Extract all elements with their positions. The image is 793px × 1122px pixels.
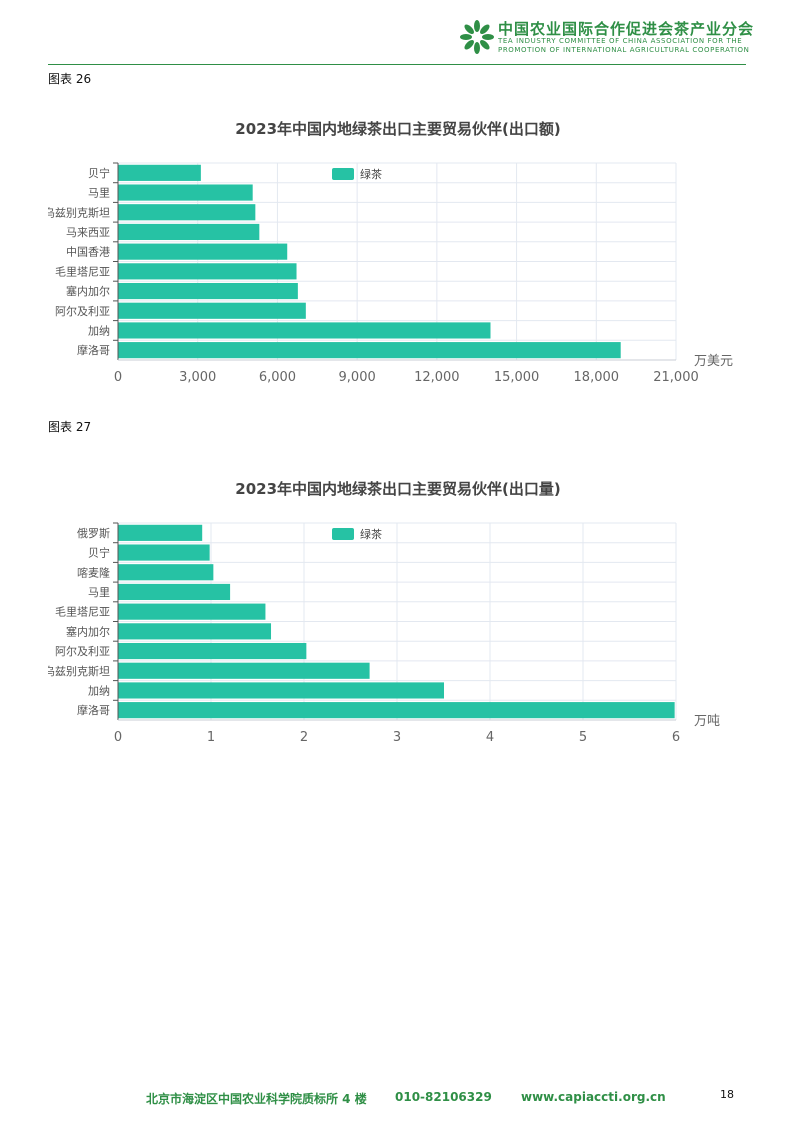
chart0-bar xyxy=(118,342,621,359)
chart0-category-label: 中国香港 xyxy=(66,246,110,259)
chart1-category-label: 喀麦隆 xyxy=(77,565,110,579)
chart0-x-axis-unit: 万美元 xyxy=(694,354,733,369)
chart0-category-label: 毛里塔尼亚 xyxy=(55,265,110,278)
chart0-tick-label: 15,000 xyxy=(494,370,540,385)
org-name-en-line1: TEA INDUSTRY COMMITTEE OF CHINA ASSOCIAT… xyxy=(498,37,743,45)
chart0-bar xyxy=(118,302,306,319)
chart1-bar xyxy=(118,623,272,640)
chart1-tick-label: 1 xyxy=(207,730,215,745)
org-name-en-line2: PROMOTION OF INTERNATIONAL AGRICULTURAL … xyxy=(498,46,750,54)
chart0-tick-label: 0 xyxy=(114,370,122,385)
chart0-category-label: 阿尔及利亚 xyxy=(55,305,110,318)
chart0-tick-label: 18,000 xyxy=(574,370,620,385)
chart1-category-label: 马里 xyxy=(88,586,110,599)
chart0-category-label: 贝宁 xyxy=(88,166,110,180)
chart1-tick-label: 3 xyxy=(393,730,401,745)
chart1-legend-label: 绿茶 xyxy=(360,527,382,541)
chart1-title: 2023年中国内地绿茶出口主要贸易伙伴(出口量) xyxy=(235,480,560,498)
chart1-bar xyxy=(118,603,266,620)
chart0-bar xyxy=(118,164,201,181)
footer-address: 北京市海淀区中国农业科学院质标所 4 楼 xyxy=(146,1092,367,1106)
footer-phone: 010-82106329 xyxy=(395,1090,492,1104)
chart0-legend-swatch xyxy=(332,168,354,180)
chart1-bar xyxy=(118,524,203,541)
chart0-tick-label: 9,000 xyxy=(339,370,376,385)
export-volume-chart-svg: 2023年中国内地绿茶出口主要贸易伙伴(出口量) 0 1 2 3 4 5 6 摩洛哥 加纳 乌兹别克… xyxy=(48,480,720,745)
chart0-legend-label: 绿茶 xyxy=(360,167,382,181)
chart0-bar xyxy=(118,223,260,241)
chart0-category-label: 乌兹别克斯坦 xyxy=(48,205,110,219)
chart1-legend-swatch xyxy=(332,528,354,540)
chart1-tick-label: 6 xyxy=(672,730,680,745)
chart1-bar xyxy=(118,564,214,581)
chart1-category-label: 塞内加尔 xyxy=(66,624,110,638)
chart0-category-label: 加纳 xyxy=(88,324,110,337)
chart1-tick-label: 4 xyxy=(486,730,494,745)
chart0-tick-label: 12,000 xyxy=(414,370,460,385)
export-value-chart: 2023年中国内地绿茶出口主要贸易伙伴(出口额) 0 3,000 6,000 9,000… xyxy=(48,110,748,400)
chart1-bar xyxy=(118,583,231,601)
chart1-bar xyxy=(118,642,307,660)
chart0-bar xyxy=(118,204,256,221)
chart0-category-label: 塞内加尔 xyxy=(66,284,110,298)
chart1-category-label: 贝宁 xyxy=(88,546,110,560)
page-number: 18 xyxy=(720,1088,734,1101)
chart0-category-label: 摩洛哥 xyxy=(77,343,110,357)
chart1-tick-label: 0 xyxy=(114,730,122,745)
chart1-bar xyxy=(118,702,675,719)
chart1-bar xyxy=(118,682,444,699)
chart0-category-label: 马来西亚 xyxy=(66,226,110,239)
chart0-tick-label: 6,000 xyxy=(259,370,296,385)
figure-caption-27: 图表 27 xyxy=(48,420,92,434)
export-value-chart-svg: 2023年中国内地绿茶出口主要贸易伙伴(出口额) 0 3,000 6,000 9,000… xyxy=(48,120,733,385)
chart1-tick-label: 5 xyxy=(579,730,587,745)
chart0-tick-label: 21,000 xyxy=(653,370,699,385)
chart1-bar xyxy=(118,662,370,679)
chart1-category-label: 加纳 xyxy=(88,684,110,697)
chart0-title: 2023年中国内地绿茶出口主要贸易伙伴(出口额) xyxy=(235,120,560,138)
chart0-bar xyxy=(118,263,297,280)
page-footer: 北京市海淀区中国农业科学院质标所 4 楼 010-82106329 www.ca… xyxy=(0,1090,793,1106)
chart0-bar xyxy=(118,184,253,201)
tea-leaf-logo-icon xyxy=(460,20,494,54)
chart0-category-label: 马里 xyxy=(88,187,110,200)
chart0-bar xyxy=(118,322,491,339)
chart0-bar xyxy=(118,282,298,300)
figure-caption-26: 图表 26 xyxy=(48,72,92,86)
chart0-bar xyxy=(118,243,288,260)
chart1-x-axis-unit: 万吨 xyxy=(694,714,720,729)
footer-website[interactable]: www.capiaccti.org.cn xyxy=(521,1090,666,1104)
page-header: 中国农业国际合作促进会茶产业分会 TEA INDUSTRY COMMITTEE … xyxy=(48,14,753,65)
chart1-bar xyxy=(118,544,210,561)
export-volume-chart: 2023年中国内地绿茶出口主要贸易伙伴(出口量) 0 1 2 3 4 5 6 摩洛哥 加纳 乌兹别克… xyxy=(48,470,748,750)
chart1-category-label: 摩洛哥 xyxy=(77,703,110,717)
chart1-category-label: 毛里塔尼亚 xyxy=(55,606,110,619)
chart1-tick-label: 2 xyxy=(300,730,308,745)
chart1-category-label: 乌兹别克斯坦 xyxy=(48,664,110,678)
chart1-category-label: 阿尔及利亚 xyxy=(55,645,110,658)
chart0-tick-label: 3,000 xyxy=(179,370,216,385)
org-name-cn: 中国农业国际合作促进会茶产业分会 xyxy=(498,20,755,38)
chart1-category-label: 俄罗斯 xyxy=(77,527,110,540)
